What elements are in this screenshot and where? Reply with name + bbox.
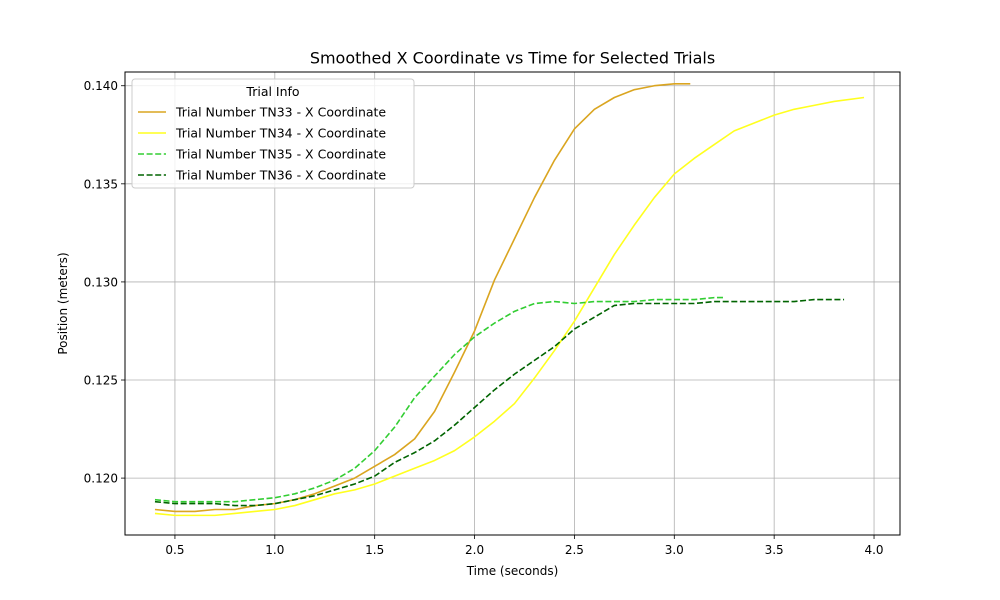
series-line-2 (154, 96, 865, 517)
y-tick-label: 0.135 (84, 177, 118, 191)
x-tick-label: 4.0 (864, 543, 883, 557)
x-tick-label: 3.0 (665, 543, 684, 557)
x-tick-label: 2.5 (565, 543, 584, 557)
x-tick-label: 3.5 (765, 543, 784, 557)
chart-title: Smoothed X Coordinate vs Time for Select… (310, 49, 715, 68)
y-tick-label: 0.130 (84, 275, 118, 289)
x-axis-label: Time (seconds) (466, 564, 559, 578)
x-tick-label: 2.0 (465, 543, 484, 557)
x-tick-label: 0.5 (165, 543, 184, 557)
y-tick-label: 0.120 (84, 472, 118, 486)
series-line-1 (154, 82, 691, 513)
legend-items: Trial Number TN33 - X Coordinate Trial Nu… (138, 105, 386, 183)
y-tick-label: 0.140 (84, 79, 118, 93)
series-lines (154, 82, 865, 517)
legend-entry-label: Trial Number TN36 - X Coordinate (175, 168, 386, 183)
legend-entry-label: Trial Number TN35 - X Coordinate (175, 147, 386, 162)
series-line-4 (154, 298, 845, 507)
legend-title: Trial Info (245, 84, 299, 99)
y-axis-ticks: 0.120 0.125 0.130 0.135 0.140 (84, 79, 125, 486)
plot-frame (124, 71, 901, 536)
legend-box (131, 78, 415, 189)
x-tick-label: 1.0 (265, 543, 284, 557)
y-tick-label: 0.125 (84, 374, 118, 388)
x-axis-ticks: 0.5 1.0 1.5 2.0 2.5 3.0 3.5 4.0 (165, 535, 884, 557)
legend-entry-label: Trial Number TN34 - X Coordinate (175, 126, 386, 141)
y-axis-label: Position (meters) (56, 252, 70, 354)
series-line-3 (154, 296, 725, 503)
legend-entry-label: Trial Number TN33 - X Coordinate (175, 105, 386, 120)
x-tick-label: 1.5 (365, 543, 384, 557)
legend: Trial Info Trial Number TN33 - X Coordin… (131, 78, 415, 189)
